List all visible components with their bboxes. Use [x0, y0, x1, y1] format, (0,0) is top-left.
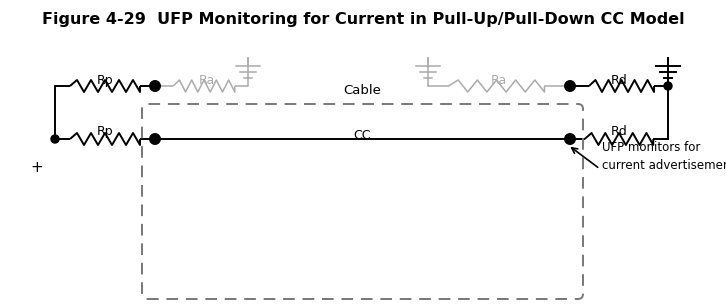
Circle shape [565, 134, 575, 144]
Circle shape [664, 82, 672, 90]
Text: Ra: Ra [198, 74, 215, 87]
Text: Figure 4-29  UFP Monitoring for Current in Pull-Up/Pull-Down CC Model: Figure 4-29 UFP Monitoring for Current i… [41, 12, 685, 27]
Text: UFP monitors for
current advertisement: UFP monitors for current advertisement [602, 141, 726, 172]
Circle shape [565, 81, 575, 91]
Circle shape [51, 135, 59, 143]
Circle shape [150, 134, 160, 144]
Text: Rd: Rd [611, 125, 627, 138]
Text: CC: CC [354, 129, 371, 142]
Text: Cable: Cable [343, 84, 381, 97]
Text: +: + [30, 160, 44, 174]
Text: Rp: Rp [97, 125, 113, 138]
Text: Ra: Ra [491, 74, 507, 87]
Text: Rp: Rp [97, 74, 113, 87]
Text: Rd: Rd [611, 74, 627, 87]
Circle shape [150, 81, 160, 91]
